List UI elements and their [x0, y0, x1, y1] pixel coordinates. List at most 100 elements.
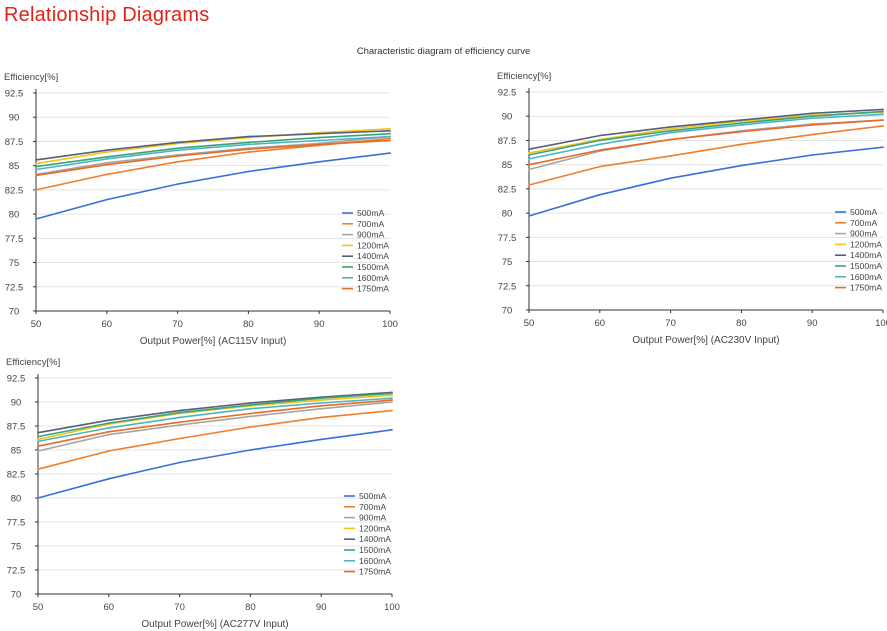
page-title: Relationship Diagrams — [4, 4, 210, 26]
y-tick-label: 72.5 — [498, 281, 517, 292]
y-tick-label: 90 — [502, 112, 513, 123]
data-point — [811, 154, 814, 156]
legend-label: 1750mA — [850, 283, 882, 293]
x-tick-label: 90 — [314, 319, 325, 330]
data-point — [389, 137, 391, 140]
data-point — [598, 139, 601, 142]
data-point — [598, 193, 601, 196]
legend-label: 1400mA — [850, 250, 882, 260]
data-point — [107, 430, 110, 433]
y-axis-label: Efficiency[%] — [497, 71, 551, 82]
series-line-500mA — [528, 146, 884, 217]
data-point — [669, 177, 672, 180]
data-point — [107, 422, 110, 425]
data-point — [669, 155, 672, 157]
x-tick-label: 60 — [104, 602, 115, 613]
data-point — [249, 412, 252, 415]
y-tick-label: 75 — [9, 258, 20, 269]
data-point — [391, 409, 393, 412]
y-tick-label: 70 — [11, 590, 22, 601]
data-point — [176, 160, 179, 163]
data-point — [318, 143, 321, 146]
x-tick-label: 50 — [524, 318, 535, 329]
data-point — [528, 154, 530, 156]
data-point — [669, 127, 672, 130]
x-tick-label: 80 — [245, 602, 256, 613]
y-tick-label: 87.5 — [5, 137, 24, 148]
data-point — [178, 416, 181, 419]
series-line-1400mA — [528, 108, 884, 150]
x-tick-label: 100 — [875, 318, 887, 329]
data-point — [320, 404, 323, 407]
legend-label: 700mA — [359, 502, 386, 512]
legend-label: 1200mA — [850, 239, 882, 249]
data-point — [178, 411, 181, 414]
data-point — [669, 125, 672, 128]
data-point — [35, 162, 37, 165]
data-point — [105, 151, 108, 154]
data-point — [389, 132, 391, 135]
legend-label: 1500mA — [850, 261, 882, 271]
legend-label: 1750mA — [359, 567, 391, 577]
y-tick-label: 80 — [502, 209, 513, 220]
diagram-caption: Characteristic diagram of efficiency cur… — [356, 46, 531, 57]
y-tick-label: 92.5 — [5, 89, 24, 100]
legend-label: 500mA — [357, 208, 384, 218]
x-tick-label: 70 — [172, 319, 183, 330]
data-point — [107, 433, 110, 436]
data-point — [249, 402, 252, 404]
series-line-900mA — [35, 135, 391, 176]
series-line-1200mA — [35, 128, 391, 165]
y-tick-label: 82.5 — [498, 184, 517, 195]
data-point — [389, 135, 391, 138]
data-point — [35, 218, 37, 220]
data-point — [320, 397, 323, 400]
legend-label: 1600mA — [359, 556, 391, 566]
data-point — [105, 163, 108, 166]
data-point — [528, 215, 530, 217]
y-tick-label: 90 — [11, 398, 22, 409]
data-point — [528, 152, 530, 154]
data-point — [35, 165, 37, 168]
x-tick-label: 80 — [243, 319, 254, 330]
data-point — [740, 122, 743, 124]
legend-label: 1600mA — [357, 273, 389, 283]
series-line-1750mA — [37, 399, 393, 447]
data-point — [37, 497, 39, 499]
data-point — [107, 477, 110, 480]
y-tick-label: 77.5 — [7, 518, 26, 529]
series-line-1500mA — [528, 110, 884, 156]
legend-label: 700mA — [850, 218, 877, 228]
x-tick-label: 90 — [316, 602, 327, 613]
data-point — [35, 158, 37, 161]
legend-label: 1400mA — [359, 534, 391, 544]
data-point — [35, 174, 37, 177]
data-point — [669, 129, 672, 132]
data-point — [105, 156, 108, 158]
data-point — [178, 424, 181, 426]
data-point — [740, 143, 743, 146]
data-point — [318, 136, 321, 139]
data-point — [37, 435, 39, 438]
data-point — [528, 168, 530, 171]
data-point — [882, 113, 884, 116]
y-tick-label: 75 — [11, 542, 22, 553]
data-point — [598, 165, 601, 168]
data-point — [176, 155, 179, 157]
data-point — [105, 198, 108, 201]
y-tick-label: 72.5 — [7, 566, 26, 577]
legend-label: 500mA — [359, 491, 386, 501]
legend-label: 900mA — [359, 513, 386, 523]
series-line-1500mA — [37, 392, 393, 438]
data-point — [105, 161, 108, 164]
data-point — [811, 115, 814, 118]
data-point — [598, 143, 601, 146]
legend-label: 500mA — [850, 207, 877, 217]
data-point — [107, 450, 110, 452]
data-point — [669, 138, 672, 141]
x-tick-label: 70 — [665, 318, 676, 329]
data-point — [882, 119, 884, 121]
data-point — [598, 149, 601, 152]
legend-label: 1500mA — [359, 545, 391, 555]
